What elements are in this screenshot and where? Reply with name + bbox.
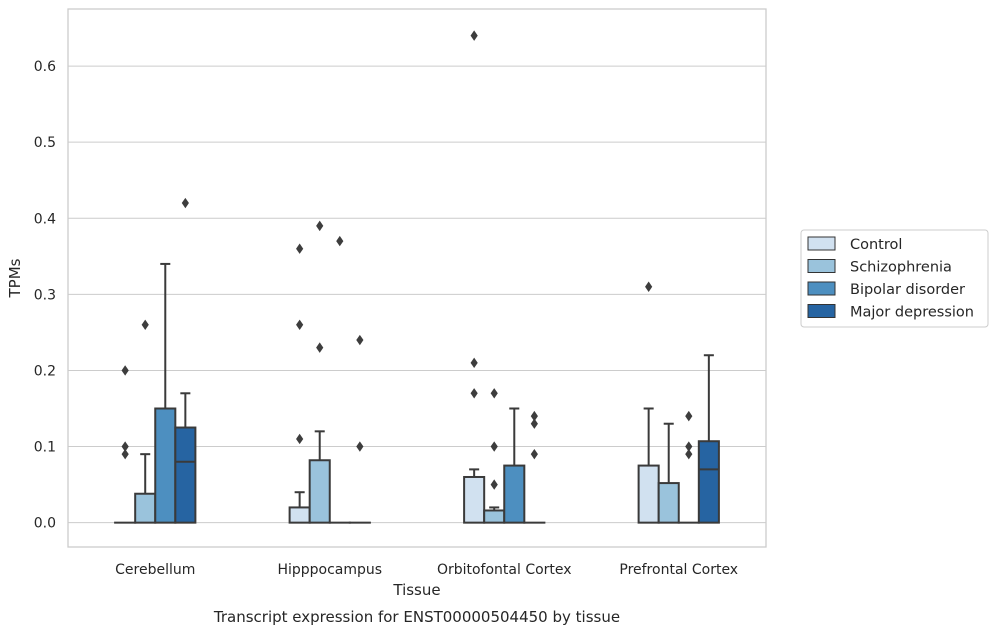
- y-tick-label: 0.2: [34, 363, 56, 379]
- legend-item: Control: [807, 236, 902, 253]
- legend-swatch: [807, 281, 836, 296]
- outlier-point: [490, 441, 498, 452]
- outlier-point: [296, 319, 304, 330]
- y-tick-label: 0.0: [34, 516, 56, 532]
- box-group: [114, 365, 137, 524]
- legend-label: Control: [850, 237, 902, 253]
- y-tick-label: 0.1: [34, 440, 56, 456]
- box: [657, 482, 680, 524]
- x-tick-label: Hipppocampus: [277, 562, 382, 578]
- box: [503, 464, 526, 524]
- box: [288, 506, 311, 524]
- legend-label: Schizophrenia: [850, 260, 952, 276]
- outlier-point: [121, 365, 129, 376]
- box: [463, 475, 486, 524]
- chart-caption: Transcript expression for ENST0000050445…: [213, 608, 620, 626]
- outlier-point: [121, 441, 129, 452]
- box-group: [348, 334, 371, 524]
- box-group: [697, 354, 720, 524]
- box-layer: [114, 30, 720, 524]
- plot-frame: [67, 8, 767, 548]
- box-group: [288, 243, 311, 524]
- box-group: [523, 410, 546, 524]
- outlier-point: [685, 441, 693, 452]
- x-tick-label: Prefrontal Cortex: [619, 562, 738, 578]
- legend-item: Schizophrenia: [807, 259, 952, 276]
- legend-item: Major depression: [807, 304, 974, 321]
- box-group: [154, 262, 177, 524]
- box: [308, 459, 331, 524]
- outlier-point: [356, 441, 364, 452]
- legend-swatch: [807, 304, 836, 318]
- box-group: [637, 281, 660, 524]
- outlier-point: [530, 410, 538, 422]
- box-group: [463, 30, 486, 524]
- outlier-point: [336, 235, 344, 247]
- outlier-point: [356, 334, 364, 346]
- box: [134, 492, 157, 524]
- outlier-point: [121, 448, 129, 460]
- x-axis-label: Tissue: [392, 581, 440, 599]
- outlier-point: [490, 479, 498, 490]
- y-tick-labels: 0.0 0.1 0.2 0.3 0.4 0.5 0.6: [34, 59, 56, 532]
- y-tick-label: 0.6: [34, 59, 56, 75]
- outlier-point: [296, 433, 304, 445]
- outlier-point: [316, 220, 324, 232]
- outlier-point: [530, 448, 538, 460]
- outlier-point: [296, 243, 304, 254]
- legend-swatch: [807, 236, 836, 251]
- outlier-point: [645, 281, 653, 292]
- legend: Control Schizophrenia Bipolar disorder Majo…: [800, 229, 989, 328]
- outlier-point: [181, 197, 189, 209]
- x-tick-label: Orbitofontal Cortex: [437, 562, 572, 578]
- y-tick-label: 0.5: [34, 135, 56, 151]
- outlier-point: [470, 30, 478, 41]
- box: [174, 426, 197, 524]
- y-tick-label: 0.3: [34, 287, 56, 303]
- outlier-point: [470, 357, 478, 369]
- x-tick-labels: Cerebellum Hipppocampus Orbitofontal Corte…: [115, 562, 738, 578]
- outlier-point: [685, 410, 693, 422]
- box-group: [677, 410, 700, 524]
- box-group: [308, 220, 331, 524]
- box-group: [134, 319, 157, 524]
- box: [154, 407, 177, 524]
- legend-swatch: [807, 259, 836, 273]
- outlier-point: [141, 319, 149, 330]
- box: [697, 440, 720, 524]
- box-group: [483, 388, 506, 524]
- box-group: [174, 197, 197, 524]
- y-axis-label: TPMs: [6, 258, 24, 298]
- box-group: [657, 422, 680, 524]
- box-group: [503, 407, 526, 524]
- box: [483, 509, 506, 524]
- outlier-point: [470, 388, 478, 399]
- legend-frame: [800, 229, 989, 328]
- outlier-point: [316, 342, 324, 353]
- legend-label: Major depression: [850, 305, 974, 321]
- outlier-point: [530, 418, 538, 429]
- outlier-point: [490, 388, 498, 399]
- box-group: [328, 235, 351, 524]
- legend-item: Bipolar disorder: [807, 281, 965, 298]
- x-tick-label: Cerebellum: [115, 562, 195, 578]
- legend-label: Bipolar disorder: [850, 282, 965, 298]
- outlier-point: [685, 448, 693, 460]
- box: [637, 464, 660, 524]
- y-tick-label: 0.4: [34, 211, 56, 227]
